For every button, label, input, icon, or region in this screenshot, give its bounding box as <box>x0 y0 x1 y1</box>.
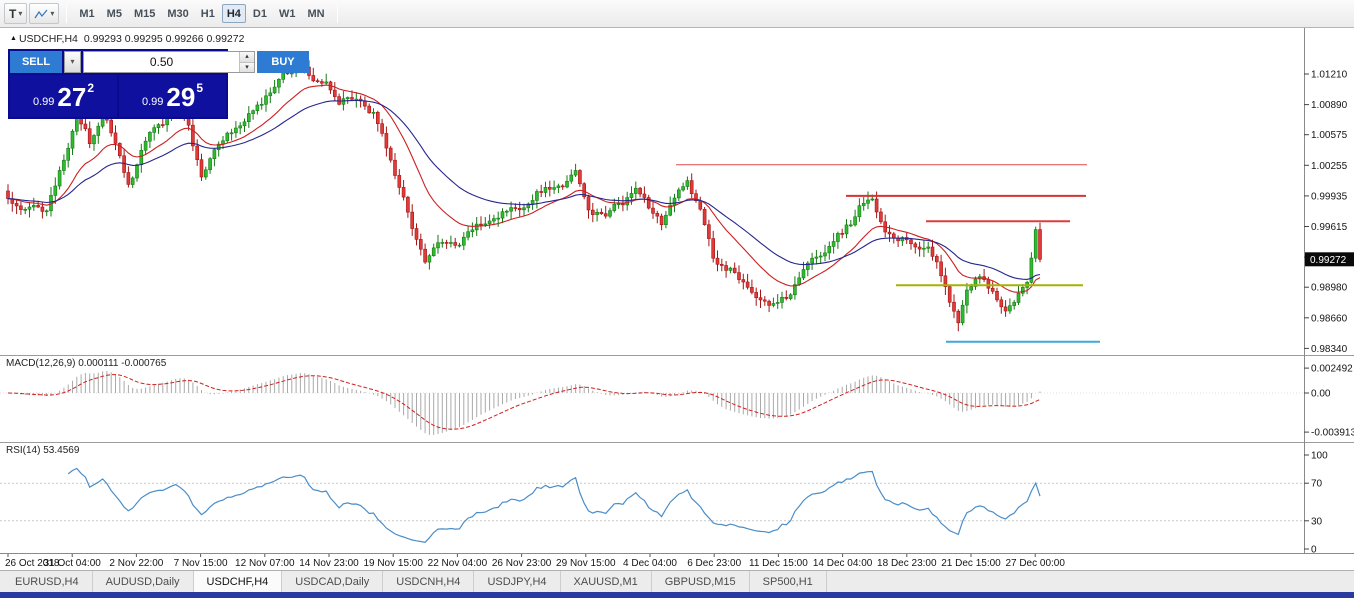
ask-price-sup: 5 <box>196 81 204 95</box>
toolbar: T ▾ ▾ M1 M5 M15 M30 H1 H4 D1 W1 MN <box>0 0 1354 28</box>
price-axis-label: 0.99615 <box>1311 222 1348 233</box>
timeframe-h4-button[interactable]: H4 <box>221 4 246 23</box>
price-axis-label: 0.98660 <box>1311 313 1348 324</box>
ask-price-prefix: 0.99 <box>141 96 164 108</box>
time-axis-label: 19 Nov 15:00 <box>363 558 423 569</box>
chevron-down-icon: ▾ <box>70 57 75 66</box>
volume-stepper: ▴ ▾ <box>239 52 254 72</box>
bid-price-prefix: 0.99 <box>32 96 55 108</box>
time-axis-label: 12 Nov 07:00 <box>235 558 295 569</box>
time-axis-label: 27 Dec 00:00 <box>1005 558 1065 569</box>
time-axis-label: 18 Dec 23:00 <box>877 558 937 569</box>
timeframe-group: M1 M5 M15 M30 H1 H4 D1 W1 MN <box>74 4 329 23</box>
chart-symbol-period: USDCHF,H4 <box>18 33 78 45</box>
bid-price-big: 27 <box>57 82 87 113</box>
volume-input[interactable] <box>84 52 239 72</box>
price-axis-label: 0.98340 <box>1311 344 1348 355</box>
time-axis-label: 29 Nov 15:00 <box>556 558 616 569</box>
symbol-marker-icon: ▲ <box>10 35 17 42</box>
time-axis-label: 26 Nov 23:00 <box>492 558 552 569</box>
macd-axis-label: 0.00 <box>1311 389 1331 400</box>
rsi-line <box>67 467 1041 543</box>
price-axis-label: 0.99935 <box>1311 191 1348 202</box>
macd-histogram <box>0 371 1304 435</box>
price-axis-label: 0.98980 <box>1311 283 1348 294</box>
rsi-name: RSI(14) <box>6 445 41 456</box>
timeframe-d1-button[interactable]: D1 <box>252 8 267 20</box>
sell-button[interactable]: SELL <box>10 51 62 73</box>
chevron-down-icon: ▾ <box>50 8 55 18</box>
chart-tab-usdjpy[interactable]: USDJPY,H4 <box>474 571 561 592</box>
lines-tool-button[interactable]: ▾ <box>29 3 60 24</box>
toolbar-separator <box>66 4 68 23</box>
timeframe-h1-button[interactable]: H1 <box>200 8 215 20</box>
time-axis-label: 11 Dec 15:00 <box>749 558 808 569</box>
chart-tabs-bar: EURUSD,H4 AUDUSD,Daily USDCHF,H4 USDCAD,Dai… <box>0 570 1354 592</box>
toolbar-separator <box>336 4 338 23</box>
time-axis-label: 14 Dec 04:00 <box>813 558 873 569</box>
time-axis-label: 2 Nov 22:00 <box>109 558 163 569</box>
time-axis-label: 7 Nov 15:00 <box>174 558 228 569</box>
text-tool-button[interactable]: T ▾ <box>4 3 28 24</box>
macd-axis-label: 0.002492 <box>1311 364 1353 375</box>
time-axis-label: 21 Dec 15:00 <box>941 558 1001 569</box>
macd-name: MACD(12,26,9) <box>6 358 76 369</box>
chart-tab-gbpusd[interactable]: GBPUSD,M15 <box>652 571 750 592</box>
chart-tab-audusd[interactable]: AUDUSD,Daily <box>93 571 194 592</box>
current-price-tag <box>1305 252 1354 267</box>
rsi-indicator-label: RSI(14) 53.4569 <box>6 445 79 456</box>
current-price-tag-label: 0.99272 <box>1310 255 1347 266</box>
rsi-axis-label: 0 <box>1311 545 1317 556</box>
chart-tab-usdcnh[interactable]: USDCNH,H4 <box>383 571 475 592</box>
price-axis-label: 1.00575 <box>1311 130 1348 141</box>
taskbar-strip <box>0 592 1354 598</box>
volume-dropdown-button[interactable]: ▾ <box>64 51 81 73</box>
chart-title: ▲ USDCHF,H4 0.99293 0.99295 0.99266 0.9927… <box>10 33 244 45</box>
buy-button[interactable]: BUY <box>257 51 309 73</box>
timeframe-m1-button[interactable]: M1 <box>79 8 95 20</box>
time-axis-label: 14 Nov 23:00 <box>299 558 359 569</box>
macd-values: 0.000111 -0.000765 <box>78 358 167 369</box>
ask-price-big: 29 <box>166 82 196 113</box>
rsi-axis-label: 100 <box>1311 451 1328 462</box>
macd-axis-label: -0.003913 <box>1311 428 1354 439</box>
ma-slow-line <box>7 99 1041 280</box>
chart-tab-eurusd[interactable]: EURUSD,H4 <box>2 571 93 592</box>
ma-fast-line <box>7 84 1041 293</box>
chart-tab-sp500[interactable]: SP500,H1 <box>750 571 827 592</box>
time-axis-label: 26 Oct 2018 <box>5 558 60 569</box>
macd-signal-line <box>7 374 1041 430</box>
one-click-trading-panel: SELL ▾ ▴ ▾ BUY 0.99272 0.99295 <box>8 49 309 119</box>
chart-tab-usdcad[interactable]: USDCAD,Daily <box>282 571 384 592</box>
ask-price-display: 0.99 29 5 <box>119 75 226 117</box>
rsi-value: 53.4569 <box>43 445 80 456</box>
chart-tab-xauusd[interactable]: XAUUSD,M1 <box>561 571 652 592</box>
text-tool-icon: T <box>9 6 17 21</box>
time-axis-label: 4 Dec 04:00 <box>623 558 677 569</box>
time-axis-label: 22 Nov 04:00 <box>428 558 488 569</box>
timeframe-m30-button[interactable]: M30 <box>167 8 189 20</box>
time-axis-label: 6 Dec 23:00 <box>687 558 741 569</box>
chevron-down-icon: ▾ <box>18 8 23 18</box>
timeframe-mn-button[interactable]: MN <box>307 8 325 20</box>
chart-ohlc-values: 0.99293 0.99295 0.99266 0.99272 <box>83 33 245 45</box>
time-axis-label: 31 Oct 04:00 <box>44 558 102 569</box>
timeframe-w1-button[interactable]: W1 <box>278 8 296 20</box>
timeframe-m5-button[interactable]: M5 <box>106 8 122 20</box>
timeframe-m15-button[interactable]: M15 <box>133 8 156 20</box>
price-axis-label: 1.00255 <box>1311 161 1348 172</box>
trendline-icon <box>34 9 48 18</box>
macd-indicator-label: MACD(12,26,9) 0.000111 -0.000765 <box>6 358 166 369</box>
bid-price-display: 0.99 27 2 <box>10 75 117 117</box>
volume-decrease-button[interactable]: ▾ <box>240 62 254 72</box>
rsi-axis-label: 30 <box>1311 516 1323 527</box>
price-axis-label: 1.00890 <box>1311 100 1348 111</box>
volume-increase-button[interactable]: ▴ <box>240 52 254 63</box>
chart-tab-usdchf[interactable]: USDCHF,H4 <box>192 571 283 592</box>
rsi-axis-label: 70 <box>1311 479 1323 490</box>
bid-price-sup: 2 <box>87 81 95 95</box>
volume-field: ▴ ▾ <box>83 51 255 73</box>
price-axis-label: 1.01210 <box>1311 70 1348 81</box>
